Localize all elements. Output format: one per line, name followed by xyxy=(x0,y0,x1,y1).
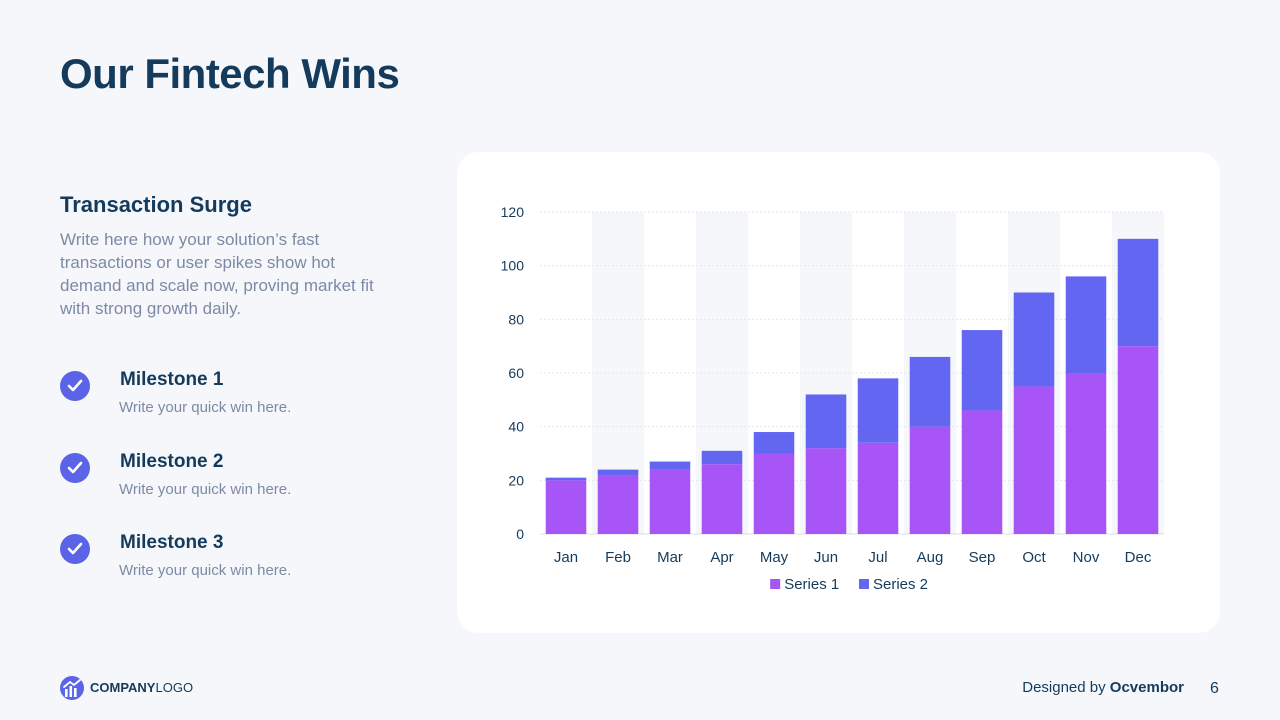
milestone-title: Milestone 3 xyxy=(120,532,224,553)
legend-label: Series 1 xyxy=(784,576,839,593)
milestone-description: Write your quick win here. xyxy=(119,481,292,498)
milestone-title: Milestone 2 xyxy=(120,451,224,472)
section-title: Transaction Surge xyxy=(60,192,252,217)
designed-prefix: Designed by xyxy=(1022,679,1106,696)
y-tick-label: 40 xyxy=(508,419,524,435)
milestone-description: Write your quick win here. xyxy=(119,399,292,416)
bar-2 xyxy=(1117,238,1159,347)
x-tick-label: Dec xyxy=(1125,549,1152,566)
bar-1 xyxy=(1013,386,1055,534)
bar-2 xyxy=(649,461,691,470)
y-tick-label: 20 xyxy=(508,472,524,488)
bar-1 xyxy=(1065,373,1107,534)
bar-2 xyxy=(857,378,899,443)
milestone-description: Write your quick win here. xyxy=(119,562,292,579)
x-tick-label: Jun xyxy=(814,549,838,566)
x-tick-label: Oct xyxy=(1022,549,1046,566)
bar-1 xyxy=(545,480,587,534)
bar-2 xyxy=(545,477,587,481)
page-number: 6 xyxy=(1210,680,1219,697)
bar-2 xyxy=(961,330,1003,411)
milestone-title: Milestone 1 xyxy=(120,369,224,390)
x-tick-label: May xyxy=(760,549,789,566)
bar-2 xyxy=(753,432,795,454)
designed-brand: Ocvembor xyxy=(1109,679,1184,696)
bar-1 xyxy=(597,474,639,534)
bar-2 xyxy=(909,356,951,427)
bar-2 xyxy=(701,450,743,465)
stacked-bar-chart: 0 20 40 60 80 100 120 Jan Feb Mar Apr May Jun Jul Aug S… xyxy=(501,204,1164,593)
bar-1 xyxy=(753,453,795,534)
legend-swatch xyxy=(770,579,781,589)
bar-1 xyxy=(909,426,951,534)
designed-by: Designed by Ocvembor xyxy=(1022,679,1184,696)
x-tick-label: Sep xyxy=(969,549,996,566)
x-tick-label: Feb xyxy=(605,549,631,566)
bar-1 xyxy=(1117,346,1159,534)
y-tick-label: 100 xyxy=(501,258,525,274)
milestone-3: Milestone 3 Write your quick win here. xyxy=(60,532,390,592)
logo-text: COMPANYLOGO xyxy=(90,680,193,695)
x-tick-label: Mar xyxy=(657,549,683,566)
bar-2 xyxy=(1065,276,1107,373)
logo-text-light: LOGO xyxy=(155,680,194,695)
chart-logo-icon xyxy=(60,676,84,700)
y-tick-label: 0 xyxy=(516,526,524,542)
check-icon xyxy=(60,534,90,564)
bar-2 xyxy=(597,469,639,475)
milestone-1: Milestone 1 Write your quick win here. xyxy=(60,369,390,429)
bar-2 xyxy=(805,394,847,449)
bar-2 xyxy=(1013,292,1055,387)
legend-label: Series 2 xyxy=(873,576,928,593)
logo-text-bold: COMPANY xyxy=(90,680,156,695)
legend-swatch xyxy=(859,579,869,589)
x-tick-label: Nov xyxy=(1073,549,1100,566)
milestone-2: Milestone 2 Write your quick win here. xyxy=(60,451,390,511)
bar-1 xyxy=(701,464,743,534)
bar-1 xyxy=(649,469,691,534)
bar-1 xyxy=(857,442,899,534)
page-title: Our Fintech Wins xyxy=(60,50,400,97)
x-tick-label: Jul xyxy=(868,549,887,566)
check-icon xyxy=(60,371,90,401)
chart-card: 0 20 40 60 80 100 120 Jan Feb Mar Apr May Jun Jul Aug S… xyxy=(457,152,1220,633)
y-tick-label: 120 xyxy=(501,204,525,220)
bar-1 xyxy=(805,448,847,534)
x-tick-label: Jan xyxy=(554,549,578,566)
bar-1 xyxy=(961,410,1003,534)
x-tick-label: Aug xyxy=(917,549,944,566)
y-tick-label: 60 xyxy=(508,365,524,381)
y-tick-label: 80 xyxy=(508,311,524,327)
x-tick-label: Apr xyxy=(710,549,733,566)
check-icon xyxy=(60,453,90,483)
section-description: Write here how your solution’s fast tran… xyxy=(60,230,374,318)
